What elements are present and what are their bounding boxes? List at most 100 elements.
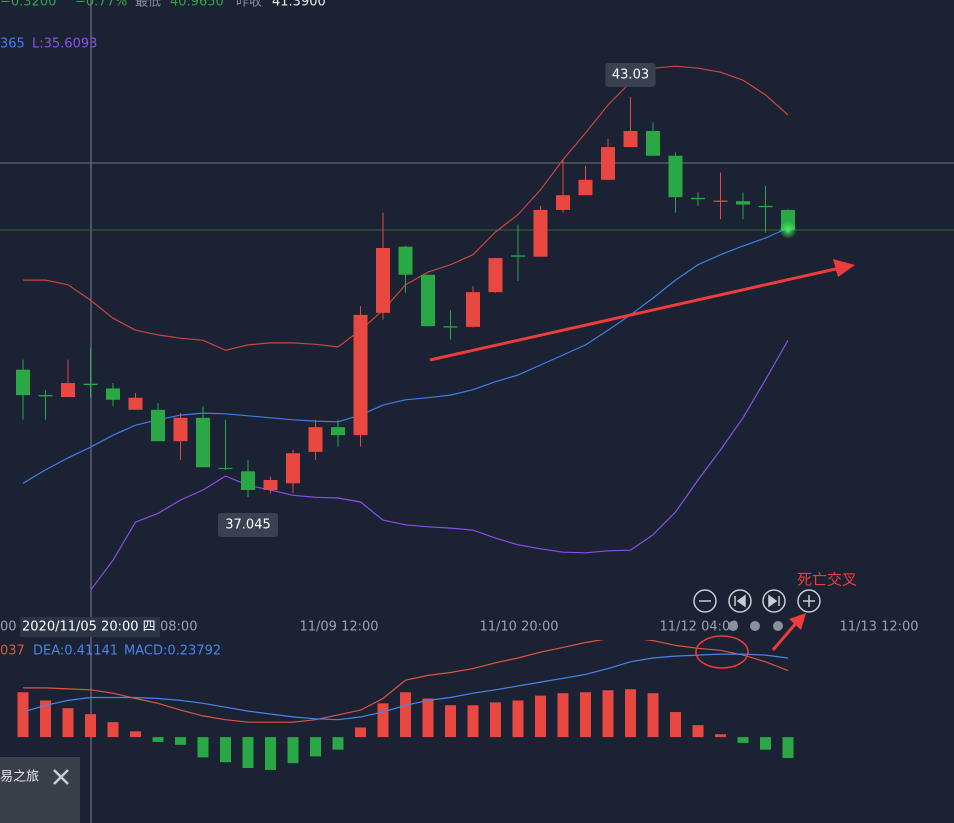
candle-body: [376, 248, 390, 313]
candle-body: [218, 467, 233, 469]
macd-bar: [310, 737, 321, 757]
macd-bar: [152, 737, 164, 742]
macd-bar: [17, 692, 29, 738]
overlay: 43.03 37.045 00 2020/11/05 20:00 四 08:00 11/0…: [0, 62, 919, 637]
candle-body: [241, 471, 255, 490]
macd-bar: [715, 734, 726, 738]
macd-bar: [467, 705, 479, 738]
macd-bar: [602, 690, 614, 738]
macd-bar: [625, 689, 636, 738]
candle-body: [713, 200, 728, 202]
candle-body: [511, 255, 525, 257]
candle-body: [736, 201, 750, 205]
macd-bar: [512, 700, 524, 738]
indicator-line: [90, 340, 789, 591]
next-button[interactable]: [762, 589, 786, 613]
x-tick-label: 00: [0, 620, 17, 635]
max-label: 43.03: [612, 67, 649, 82]
macd-pane: [17, 640, 794, 770]
candle-body: [691, 197, 705, 200]
macd-bar: [490, 702, 501, 738]
macd-bar: [782, 737, 794, 759]
candle-body: [646, 131, 660, 156]
trend-arrow: [429, 266, 841, 362]
candle-body: [83, 383, 98, 386]
candle-body: [623, 131, 638, 148]
macd-label: MACD:0.23792: [124, 644, 221, 659]
prev-close: 41.3900: [272, 0, 326, 10]
x-tick-label: 08:00: [160, 620, 197, 635]
macd-bar: [580, 692, 591, 738]
indicator-line: [22, 653, 789, 721]
candle-body: [331, 427, 345, 436]
macd-bar: [377, 703, 389, 738]
macd-bar: [355, 727, 366, 738]
prev-close-label: 昨收: [236, 0, 262, 10]
min-label-box: [218, 513, 278, 538]
candle-body: [533, 209, 548, 257]
macd-bar: [40, 700, 51, 738]
cross-arrow-head: [789, 613, 806, 630]
indicator-line: [23, 640, 789, 723]
candle-body: [556, 195, 570, 210]
candle-body: [106, 388, 120, 400]
indicator-line: [22, 227, 789, 484]
x-tick-label: 2020/11/05 20:00 四: [22, 620, 156, 635]
candle-body: [263, 479, 278, 490]
macd-bar: [692, 725, 704, 738]
cross-circle: [695, 635, 749, 669]
zoom-controls: [693, 589, 821, 613]
cross-arrow: [771, 621, 799, 651]
candle-body: [443, 326, 458, 328]
prev-button[interactable]: [728, 589, 752, 613]
candle-body: [16, 369, 30, 396]
macd-bar: [332, 737, 344, 750]
trend-arrow-head: [833, 259, 855, 277]
last-price-glow: [779, 220, 797, 239]
macd-bar: [197, 737, 209, 758]
lower-band-label: L:35.6093: [32, 37, 97, 52]
price-pane: [16, 65, 795, 591]
zoom-out-button[interactable]: [693, 589, 717, 613]
max-label-box: [605, 62, 656, 87]
annotation: 死亡交叉: [797, 571, 857, 589]
dif-label: 037: [0, 644, 25, 659]
candle-body: [61, 383, 75, 398]
zoom-in-button[interactable]: [797, 589, 821, 613]
x-tick-label: 11/09 12:00: [299, 620, 378, 635]
min-label: 37.045: [225, 518, 271, 533]
macd-bar: [535, 695, 546, 738]
macd-bar: [557, 693, 569, 738]
macd-bar: [670, 712, 681, 738]
macd-bar: [265, 737, 276, 770]
low-label: 最低: [135, 0, 161, 10]
candle-body: [353, 314, 368, 436]
candle-body: [128, 397, 143, 410]
mid-band-label: 365: [0, 37, 25, 52]
macd-bar: [445, 705, 456, 738]
candle-body: [196, 417, 210, 468]
dea-label: DEA:0.41141: [33, 644, 118, 659]
x-tick-label: 11/10 20:00: [479, 620, 558, 635]
crosshair-time-box: [20, 617, 160, 637]
popup-close[interactable]: [53, 769, 69, 785]
popup: [0, 757, 80, 823]
candle-body: [601, 147, 615, 180]
macd-bar: [85, 714, 96, 738]
candle-body: [173, 417, 188, 442]
candle-body: [758, 205, 773, 208]
candle-body: [286, 453, 300, 484]
macd-bar: [422, 698, 434, 738]
pager-dots: [728, 621, 783, 631]
macd-bar: [242, 737, 254, 768]
candle-body: [308, 427, 323, 452]
macd-bar: [62, 708, 74, 738]
x-tick-label: 11/12 04:00: [659, 620, 738, 635]
macd-bar: [220, 737, 231, 763]
candle-body: [488, 258, 503, 293]
low: 40.9650: [170, 0, 224, 10]
x-tick-label: 11/13 12:00: [839, 620, 918, 635]
change-pct: −0.77%: [75, 0, 127, 10]
